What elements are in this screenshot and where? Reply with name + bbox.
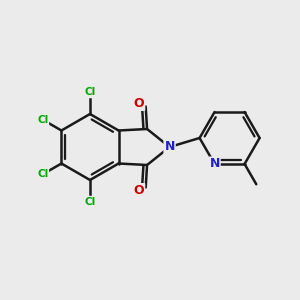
Text: Cl: Cl	[37, 169, 48, 179]
Text: Cl: Cl	[37, 115, 48, 125]
Text: Cl: Cl	[84, 87, 96, 98]
Text: N: N	[209, 158, 220, 170]
Text: O: O	[134, 184, 144, 197]
Text: Cl: Cl	[84, 196, 96, 207]
Text: O: O	[134, 97, 144, 110]
Text: N: N	[164, 140, 175, 154]
